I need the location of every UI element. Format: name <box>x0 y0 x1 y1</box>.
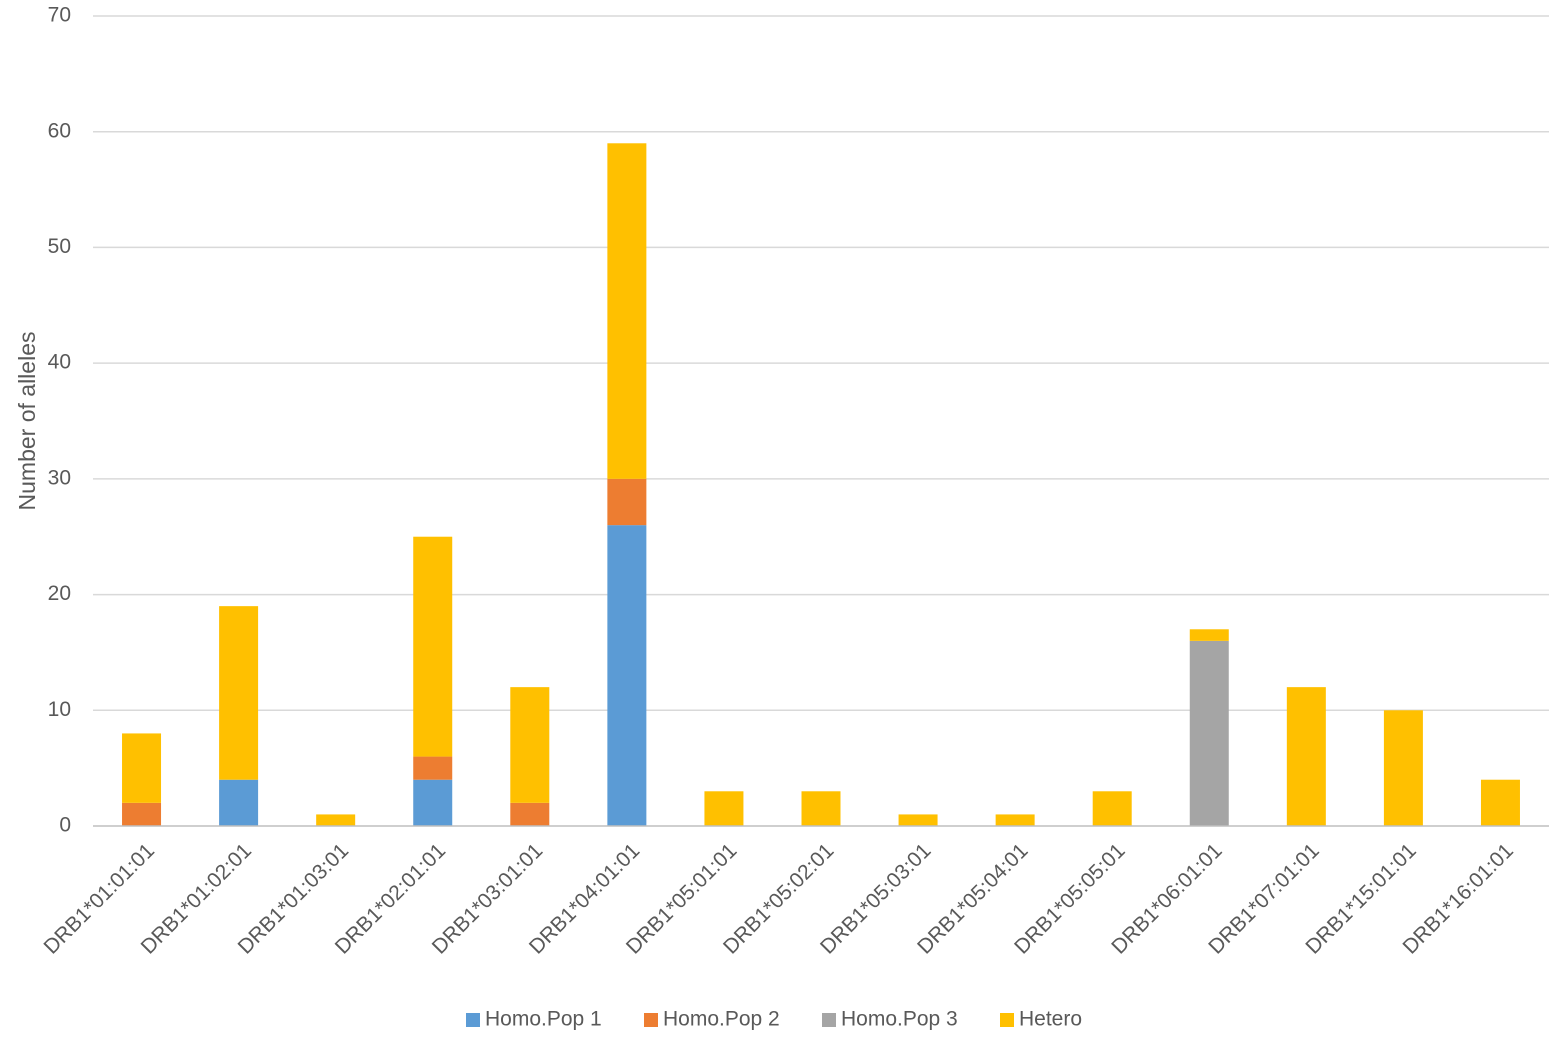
y-tick-label: 0 <box>59 814 71 837</box>
bar-segment <box>1189 629 1229 641</box>
bar-segment <box>122 733 162 803</box>
legend-swatch <box>466 1013 480 1027</box>
legend-label: Hetero <box>1019 1008 1082 1031</box>
bar-segment <box>219 606 259 780</box>
legend-label: Homo.Pop 3 <box>841 1008 958 1031</box>
legend-swatch <box>822 1013 836 1027</box>
legend: Homo.Pop 1 Homo.Pop 2 Homo.Pop 3 Hetero <box>466 1008 1082 1031</box>
y-tick-label: 30 <box>48 466 71 489</box>
bar-segment <box>1092 791 1132 826</box>
y-tick-label: 70 <box>48 4 71 27</box>
legend-swatch <box>1000 1013 1014 1027</box>
y-axis-title: Number of alleles <box>14 332 40 511</box>
y-tick-label: 20 <box>48 582 71 605</box>
bar-segment <box>510 687 550 803</box>
y-axis-ticks: 0 10 20 30 40 50 60 70 <box>48 4 71 837</box>
bar-segment <box>122 802 162 826</box>
bar-segment <box>801 791 841 826</box>
bar-segment <box>1383 710 1423 826</box>
bar-segment <box>316 814 356 826</box>
y-tick-label: 10 <box>48 698 71 721</box>
bar-segment <box>413 779 453 826</box>
bar-segment <box>607 525 647 826</box>
legend-swatch <box>644 1013 658 1027</box>
gridlines <box>93 15 1549 712</box>
bar-segment <box>607 143 647 479</box>
bar-segment <box>898 814 938 826</box>
bar-segment <box>704 791 744 826</box>
bar-segment <box>219 779 259 826</box>
y-tick-label: 50 <box>48 235 71 258</box>
bar-segment <box>1286 687 1326 826</box>
bar-segment <box>1189 640 1229 826</box>
bar-segment <box>607 478 647 526</box>
bar-segment <box>995 814 1035 826</box>
bar-segment <box>510 802 550 826</box>
bar-segment <box>413 756 453 780</box>
y-tick-label: 60 <box>48 119 71 142</box>
bar-segment <box>1480 779 1520 826</box>
x-axis-category-labels: DRB1*01:01:01DRB1*01:02:01DRB1*01:03:01D… <box>40 839 1518 958</box>
bar-segment <box>413 536 453 757</box>
y-tick-label: 40 <box>48 351 71 374</box>
legend-label: Homo.Pop 2 <box>663 1008 780 1031</box>
legend-label: Homo.Pop 1 <box>485 1008 602 1031</box>
bars <box>122 143 1520 826</box>
